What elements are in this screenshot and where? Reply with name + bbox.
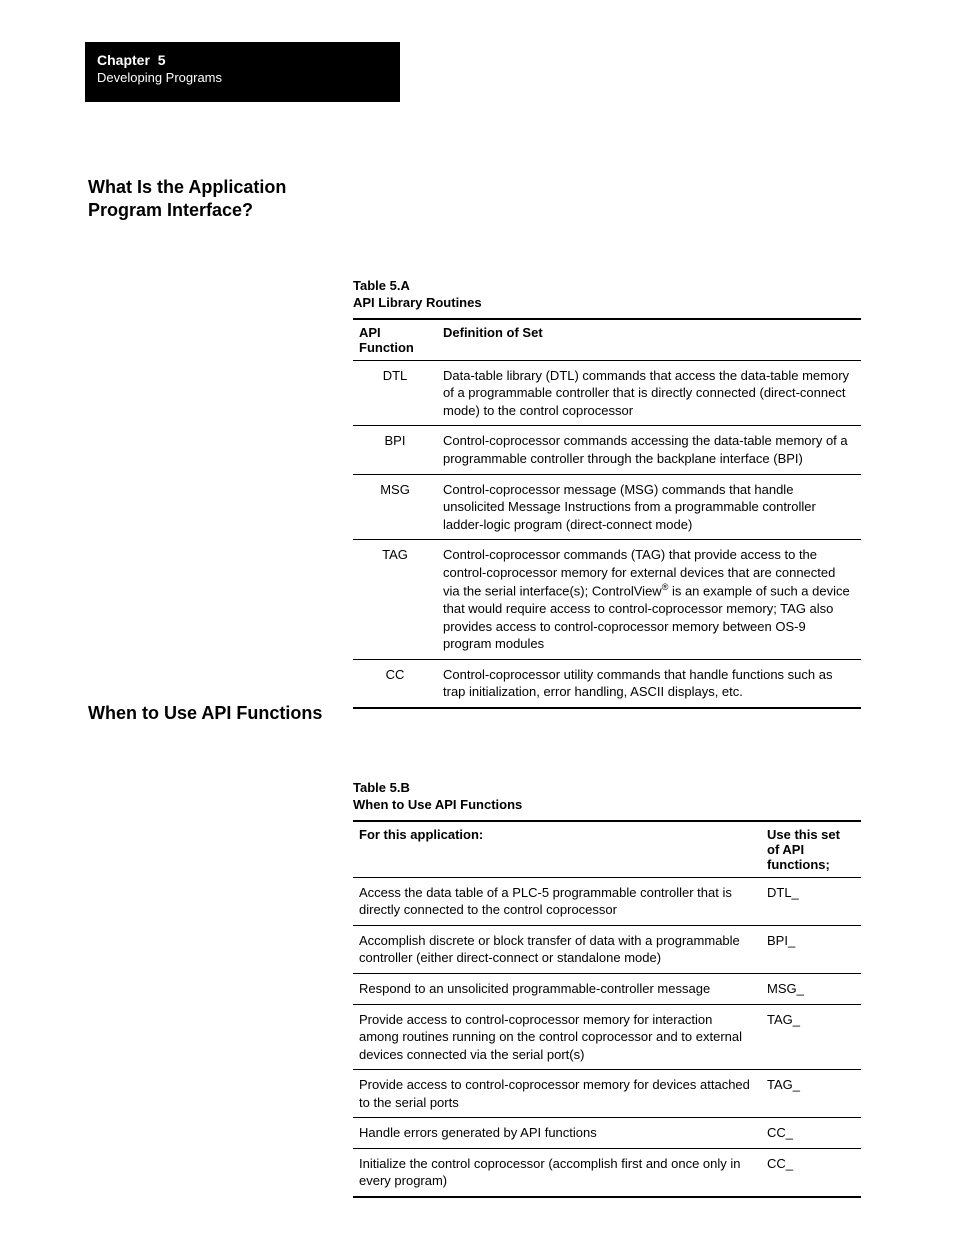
- table-row: CC Control-coprocessor utility commands …: [353, 659, 861, 708]
- table-5b-header-app: For this application:: [353, 821, 761, 878]
- table-5a-caption-line1: Table 5.A: [353, 278, 410, 293]
- table-5b-set: MSG_: [761, 973, 861, 1004]
- table-5a-fn: BPI: [353, 426, 437, 474]
- table-5a-def: Control-coprocessor utility commands tha…: [437, 659, 861, 708]
- table-5a-header-row: API Function Definition of Set: [353, 319, 861, 361]
- table-row: MSG Control-coprocessor message (MSG) co…: [353, 474, 861, 540]
- section-heading-api: What Is the Application Program Interfac…: [88, 176, 338, 223]
- table-row: Provide access to control-coprocessor me…: [353, 1070, 861, 1118]
- table-row: Provide access to control-coprocessor me…: [353, 1004, 861, 1070]
- table-row: BPI Control-coprocessor commands accessi…: [353, 426, 861, 474]
- table-5a-caption: Table 5.A API Library Routines: [353, 278, 861, 312]
- table-5b-app: Provide access to control-coprocessor me…: [353, 1004, 761, 1070]
- chapter-tab: Chapter 5 Developing Programs: [85, 42, 400, 102]
- section-heading-when: When to Use API Functions: [88, 702, 388, 725]
- chapter-number: 5: [158, 52, 166, 68]
- table-5b-header-set: Use this set of API functions;: [761, 821, 861, 878]
- table-5a-def: Data-table library (DTL) commands that a…: [437, 360, 861, 426]
- table-5a-fn: TAG: [353, 540, 437, 660]
- table-5b-app: Handle errors generated by API functions: [353, 1118, 761, 1149]
- table-5a-fn: DTL: [353, 360, 437, 426]
- table-5b-block: Table 5.B When to Use API Functions For …: [353, 780, 861, 1198]
- table-5a-fn: MSG: [353, 474, 437, 540]
- table-5b-set: CC_: [761, 1148, 861, 1197]
- chapter-subtitle: Developing Programs: [97, 70, 388, 85]
- table-row: Respond to an unsolicited programmable-c…: [353, 973, 861, 1004]
- table-row: Initialize the control coprocessor (acco…: [353, 1148, 861, 1197]
- table-5b-app: Provide access to control-coprocessor me…: [353, 1070, 761, 1118]
- table-5b-set: DTL_: [761, 877, 861, 925]
- table-5b-app: Initialize the control coprocessor (acco…: [353, 1148, 761, 1197]
- table-5a-def: Control-coprocessor commands accessing t…: [437, 426, 861, 474]
- table-5a-header-fn: API Function: [353, 319, 437, 361]
- table-5b-app: Access the data table of a PLC-5 program…: [353, 877, 761, 925]
- table-5b-caption-line2: When to Use API Functions: [353, 797, 522, 812]
- table-5a-block: Table 5.A API Library Routines API Funct…: [353, 278, 861, 709]
- table-5b-set: CC_: [761, 1118, 861, 1149]
- table-5b-caption-line1: Table 5.B: [353, 780, 410, 795]
- table-5b-set: BPI_: [761, 925, 861, 973]
- table-5b-app: Respond to an unsolicited programmable-c…: [353, 973, 761, 1004]
- table-5a-fn: CC: [353, 659, 437, 708]
- table-5a-header-def: Definition of Set: [437, 319, 861, 361]
- table-5a-def: Control-coprocessor message (MSG) comman…: [437, 474, 861, 540]
- table-5b-set: TAG_: [761, 1070, 861, 1118]
- table-5a-caption-line2: API Library Routines: [353, 295, 482, 310]
- chapter-label-line: Chapter 5: [97, 52, 388, 68]
- table-5b: For this application: Use this set of AP…: [353, 820, 861, 1198]
- table-5b-app: Accomplish discrete or block transfer of…: [353, 925, 761, 973]
- table-row: TAG Control-coprocessor commands (TAG) t…: [353, 540, 861, 660]
- table-5b-header-row: For this application: Use this set of AP…: [353, 821, 861, 878]
- table-row: Handle errors generated by API functions…: [353, 1118, 861, 1149]
- table-row: Accomplish discrete or block transfer of…: [353, 925, 861, 973]
- table-5b-set: TAG_: [761, 1004, 861, 1070]
- table-5b-caption: Table 5.B When to Use API Functions: [353, 780, 861, 814]
- table-5a: API Function Definition of Set DTL Data-…: [353, 318, 861, 709]
- table-row: Access the data table of a PLC-5 program…: [353, 877, 861, 925]
- chapter-label: Chapter: [97, 52, 150, 68]
- table-5a-def: Control-coprocessor commands (TAG) that …: [437, 540, 861, 660]
- table-row: DTL Data-table library (DTL) commands th…: [353, 360, 861, 426]
